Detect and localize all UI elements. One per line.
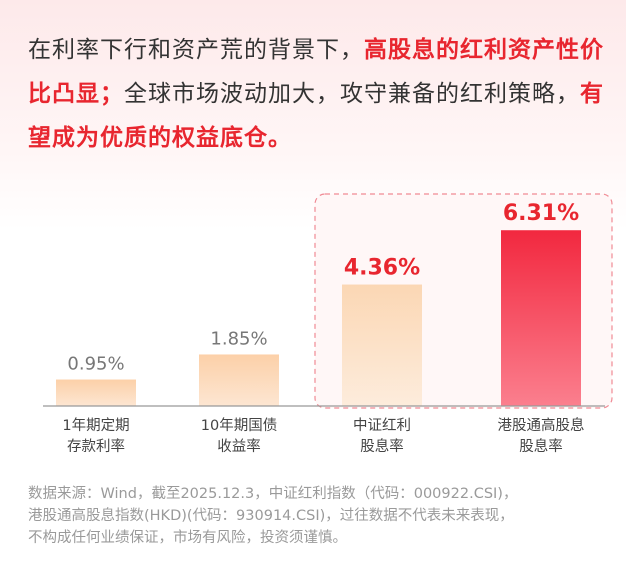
category-label-4-line-2: 股息率: [519, 438, 563, 455]
category-label-2-line-1: 10年期国债: [201, 417, 277, 434]
bar-2: [199, 354, 279, 406]
category-label-3-line-1: 中证红利: [353, 417, 411, 434]
intro-part2: 全球市场波动加大，攻守兼备的红利策略，: [124, 81, 580, 107]
value-label-4: 6.31%: [503, 201, 579, 226]
intro-text: 在利率下行和资产荒的背景下，高股息的红利资产性价比凸显；全球市场波动加大，攻守兼…: [28, 28, 608, 160]
intro-highlight1: 高股息的红利资产性价比凸显；: [28, 37, 604, 107]
value-label-2: 1.85%: [210, 328, 267, 349]
bar-3: [342, 284, 422, 406]
footnote-line3: 不构成任何业绩保证，市场有风险，投资须谨慎。: [28, 530, 347, 546]
category-label-1-line-2: 存款利率: [67, 438, 125, 455]
footnote-line1: 数据来源：Wind，截至2025.12.3，中证红利指数（代码：000922.C…: [28, 486, 518, 502]
value-label-3: 4.36%: [344, 256, 420, 281]
footnote: 数据来源：Wind，截至2025.12.3，中证红利指数（代码：000922.C…: [28, 483, 618, 549]
category-label-4-line-1: 港股通高股息: [498, 417, 585, 434]
intro-part1: 在利率下行和资产荒的背景下，: [28, 37, 364, 63]
category-label-2-line-2: 收益率: [217, 438, 261, 455]
category-label-3-line-2: 股息率: [360, 438, 404, 455]
bar-4: [501, 230, 581, 406]
bar-1: [56, 379, 136, 406]
intro-highlight2: 有望成为优质的权益底仓。: [28, 81, 604, 151]
footnote-line2: 港股通高股息指数(HKD)(代码：930914.CSI)，过往数据不代表未来表现…: [28, 508, 514, 524]
category-label-1-line-1: 1年期定期: [62, 417, 129, 434]
value-label-1: 0.95%: [67, 354, 124, 375]
